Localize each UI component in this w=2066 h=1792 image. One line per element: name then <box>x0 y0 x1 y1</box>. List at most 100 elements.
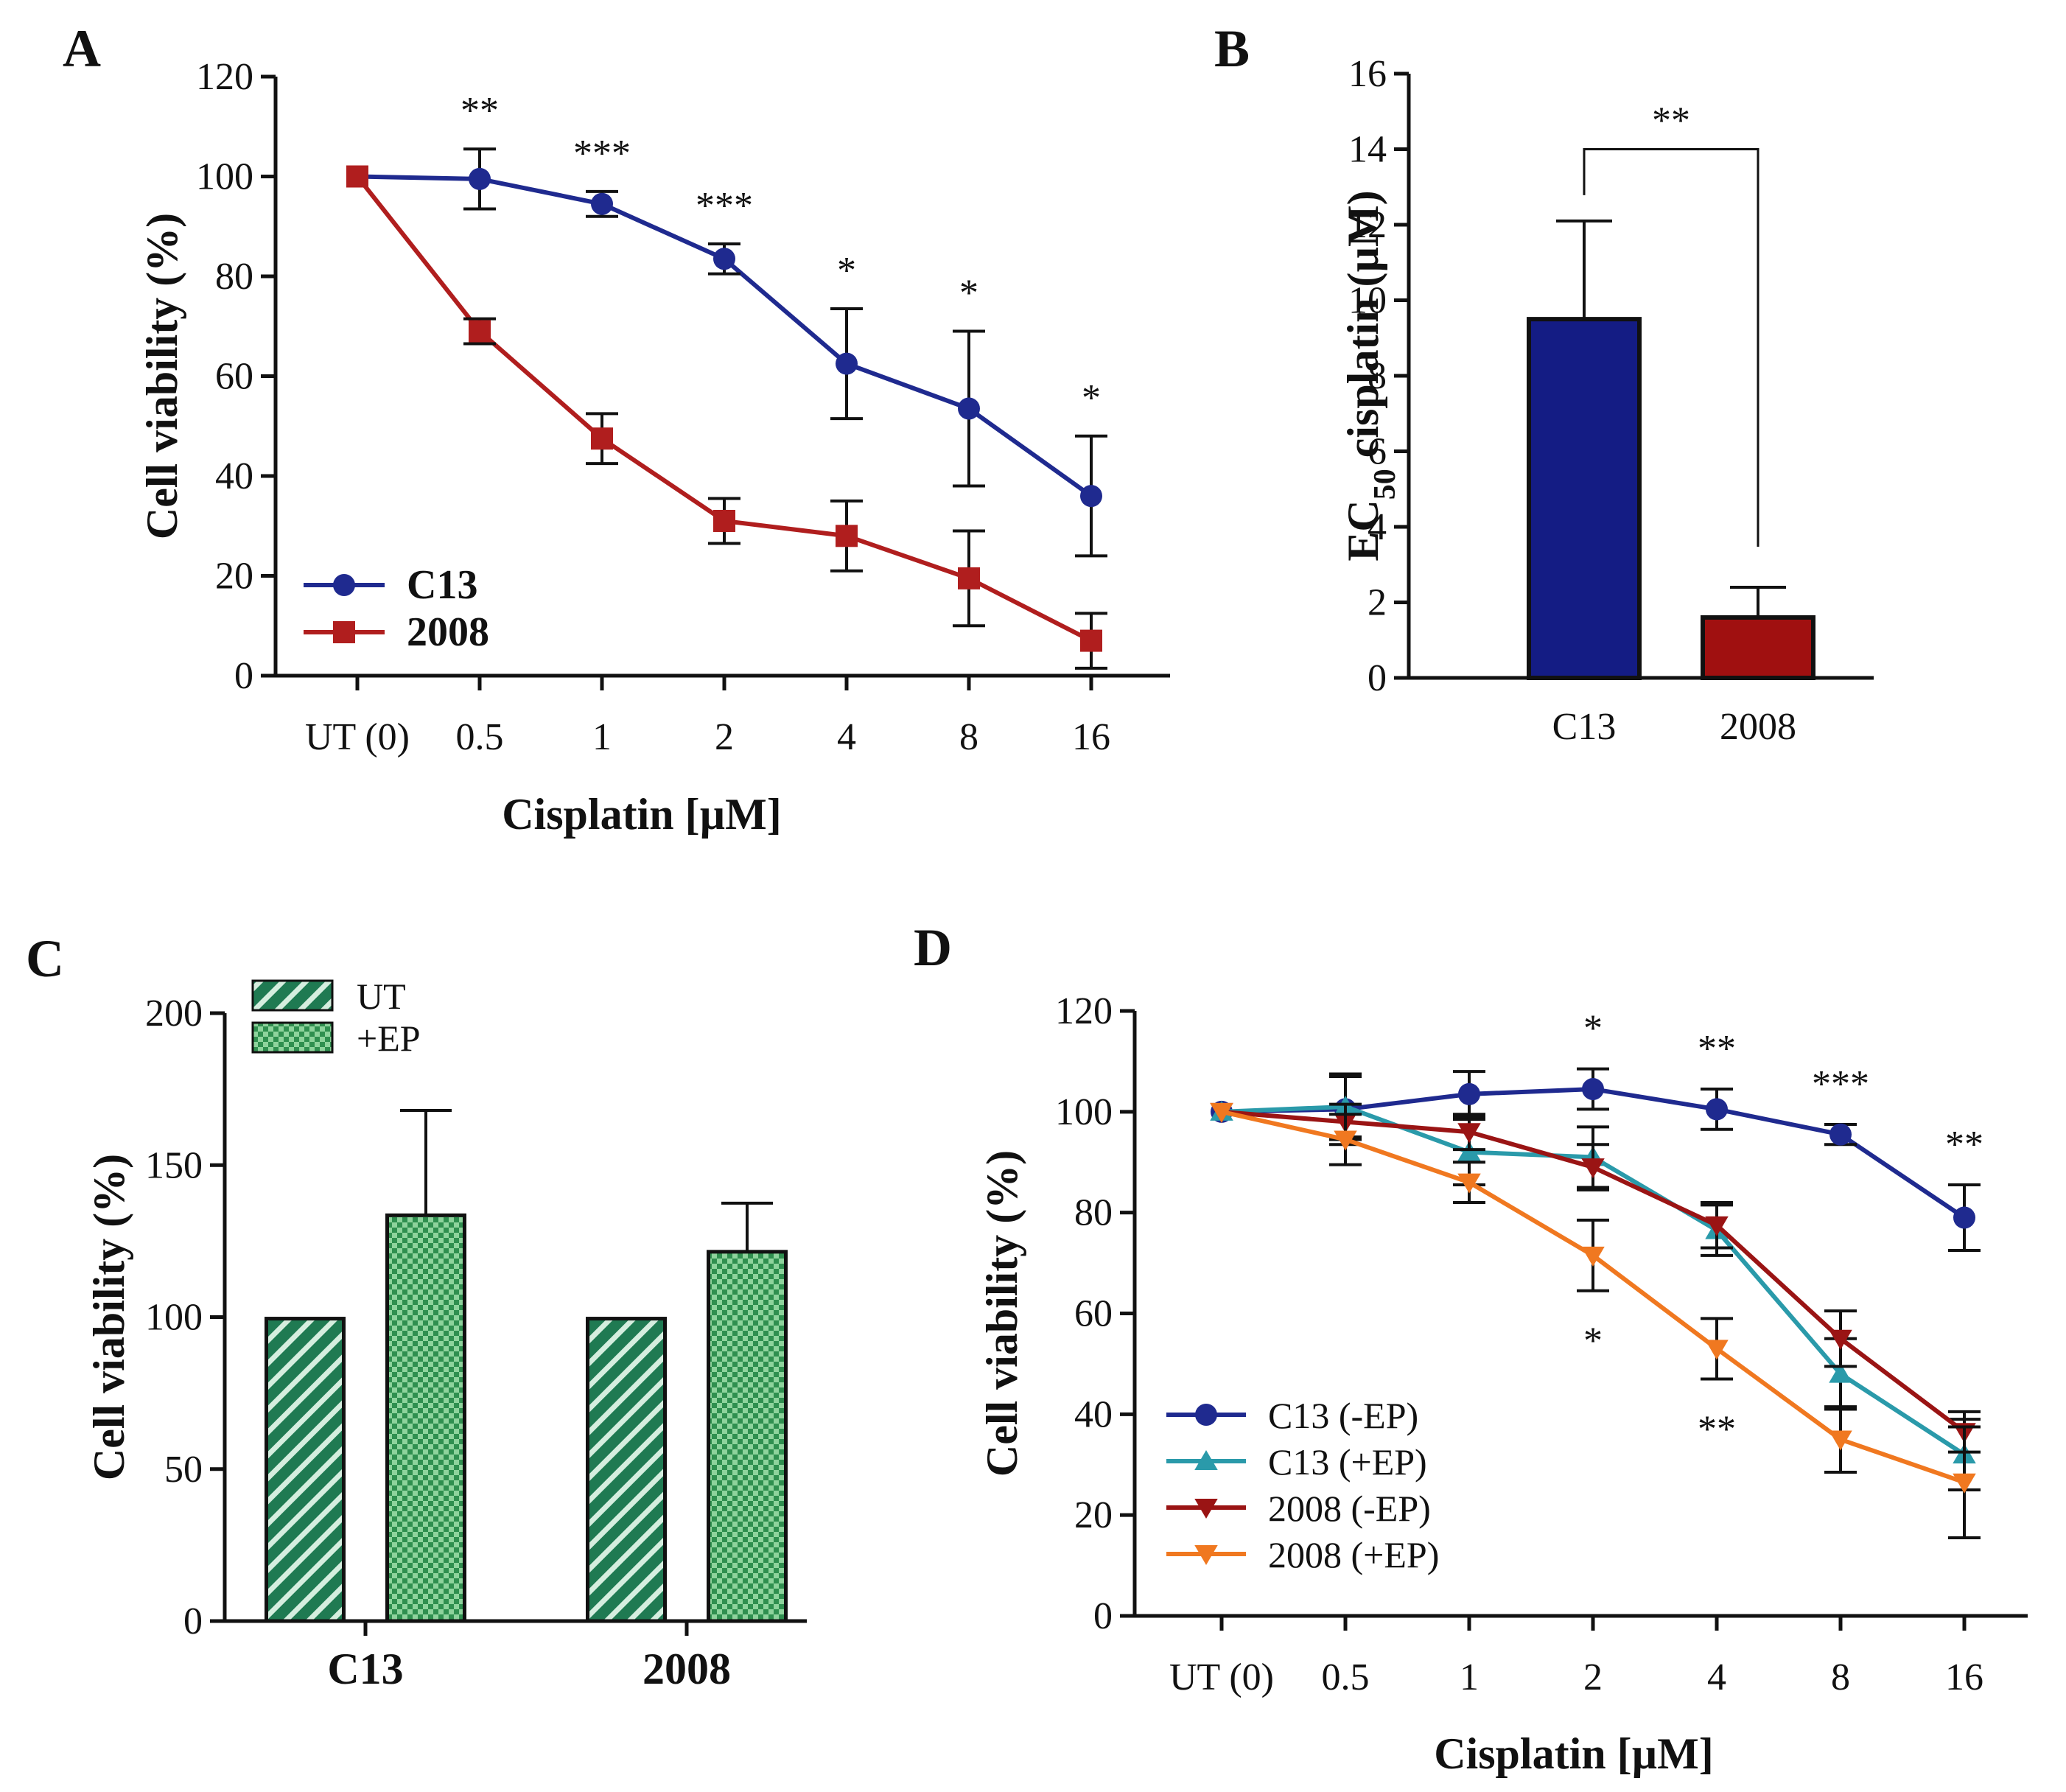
legend-swatch <box>251 1021 334 1054</box>
y-tick-label: 100 <box>145 1297 203 1339</box>
y-tick-label: 6 <box>1368 431 1387 473</box>
x-tick-label: 16 <box>1072 716 1110 758</box>
legend-label: C13 (-EP) <box>1268 1395 1418 1436</box>
data-point <box>469 320 491 343</box>
x-tick-label: UT (0) <box>1169 1656 1274 1698</box>
significance-label: ** <box>1652 100 1690 142</box>
legend-label: +EP <box>357 1018 421 1059</box>
significance-label: *** <box>573 133 631 175</box>
legend-label: 2008 (-EP) <box>1268 1488 1431 1529</box>
data-point <box>1706 1098 1728 1121</box>
x-tick-label: 2008 <box>642 1645 731 1693</box>
x-tick-label: 2 <box>1583 1656 1603 1698</box>
significance-label-top: *** <box>1812 1063 1869 1105</box>
significance-label: * <box>959 273 978 315</box>
y-tick-label: 4 <box>1368 506 1387 548</box>
y-axis-title: Cell viability (%) <box>138 213 186 539</box>
significance-label-top: ** <box>1698 1028 1736 1070</box>
y-tick-label: 2 <box>1368 582 1387 624</box>
bar-2008 <box>1701 615 1815 680</box>
legend-marker <box>1194 1499 1218 1519</box>
y-tick-label: 12 <box>1348 204 1387 246</box>
y-tick-label: 120 <box>196 56 253 98</box>
panel-letter: A <box>63 19 101 78</box>
data-point <box>469 167 491 190</box>
legend: UT+EP <box>251 976 421 1059</box>
bar-c13 <box>1527 317 1642 680</box>
x-tick-label: 4 <box>1707 1656 1726 1698</box>
y-tick-label: 0 <box>1093 1595 1113 1637</box>
data-point <box>958 397 980 420</box>
data-point <box>1829 1123 1852 1146</box>
data-point <box>1334 1130 1357 1151</box>
bar-2008-ep <box>707 1250 788 1623</box>
y-axis-title: EC50 cisplatin (µM) <box>1339 190 1402 561</box>
data-point <box>1953 1473 1976 1494</box>
data-point <box>836 352 858 375</box>
x-tick-label: 1 <box>592 716 612 758</box>
panel-letter: D <box>914 918 952 977</box>
x-tick-label: 8 <box>1831 1656 1850 1698</box>
data-point <box>591 427 613 450</box>
x-axis-title: Cisplatin [µM] <box>1434 1729 1714 1778</box>
y-tick-label: 150 <box>145 1144 203 1186</box>
data-point <box>1829 1329 1852 1350</box>
significance-label: *** <box>696 185 753 227</box>
bar-c13-ep <box>385 1213 466 1623</box>
data-point <box>1080 629 1102 652</box>
significance-label: * <box>837 250 856 292</box>
y-axis-title-subscript: 50 <box>1368 469 1402 500</box>
data-point <box>1080 485 1102 508</box>
data-point <box>1581 1246 1605 1267</box>
series-c13 <box>346 147 1107 558</box>
series-2008 <box>346 165 1107 670</box>
y-tick-label: 0 <box>183 1600 203 1642</box>
y-tick-label: 60 <box>1074 1293 1113 1335</box>
y-tick-label: 60 <box>215 356 253 398</box>
x-tick-label: 0.5 <box>456 716 504 758</box>
panel-d: D 0 20 40 60 80 100 120 UT (0) 0.5 1 2 4 8 16 Cisplatin… <box>914 918 2028 1778</box>
y-tick-label: 80 <box>1074 1192 1113 1234</box>
significance-label-bottom: ** <box>1698 1408 1736 1450</box>
y-tick-label: 100 <box>196 156 253 198</box>
y-axis-title: Cell viability (%) <box>978 1150 1026 1477</box>
data-point <box>1581 1158 1605 1179</box>
y-tick-label: 10 <box>1348 280 1387 322</box>
data-point <box>713 509 735 532</box>
y-tick-label: 200 <box>145 993 203 1035</box>
x-tick-label: 1 <box>1460 1656 1479 1698</box>
x-tick-label: UT (0) <box>305 716 410 758</box>
significance-bracket <box>1583 148 1759 547</box>
y-tick-label: 100 <box>1055 1091 1113 1133</box>
y-tick-label: 20 <box>1074 1494 1113 1536</box>
panel-letter: C <box>26 929 64 988</box>
significance-label: ** <box>461 90 499 132</box>
data-point <box>1705 1340 1729 1360</box>
x-tick-label: C13 <box>327 1645 403 1693</box>
y-tick-label: 0 <box>1368 657 1387 699</box>
panel-b: B 0 2 4 6 8 10 12 14 16 C13 2008 ** EC50 cisplatin (µ… <box>1214 19 1874 748</box>
legend: C13 (-EP) C13 (+EP) 2008 (-EP) 2008 (+EP) <box>1166 1395 1439 1575</box>
y-tick-label: 16 <box>1348 53 1387 95</box>
data-point <box>1458 1082 1480 1105</box>
x-tick-label: C13 <box>1552 706 1617 748</box>
x-axis-title: Cisplatin [µM] <box>502 790 782 839</box>
y-axis-title-main: EC <box>1339 500 1387 561</box>
y-tick-label: 120 <box>1055 990 1113 1032</box>
y-tick-label: 40 <box>215 455 253 497</box>
panel-letter: B <box>1214 19 1250 78</box>
data-point <box>1829 1362 1852 1383</box>
legend-label: C13 (+EP) <box>1268 1441 1427 1483</box>
data-point <box>836 525 858 547</box>
x-tick-label: 4 <box>837 716 856 758</box>
data-point <box>1829 1430 1852 1451</box>
y-tick-label: 20 <box>215 556 253 598</box>
legend-label: 2008 (+EP) <box>1268 1534 1439 1575</box>
data-point <box>713 248 735 270</box>
panel-c: C 0 50 100 150 200 C13 2008 Cell viability (%) UT… <box>26 929 807 1693</box>
significance-label: * <box>1082 377 1101 419</box>
data-point <box>1705 1216 1729 1236</box>
legend-label: C13 <box>407 562 477 608</box>
